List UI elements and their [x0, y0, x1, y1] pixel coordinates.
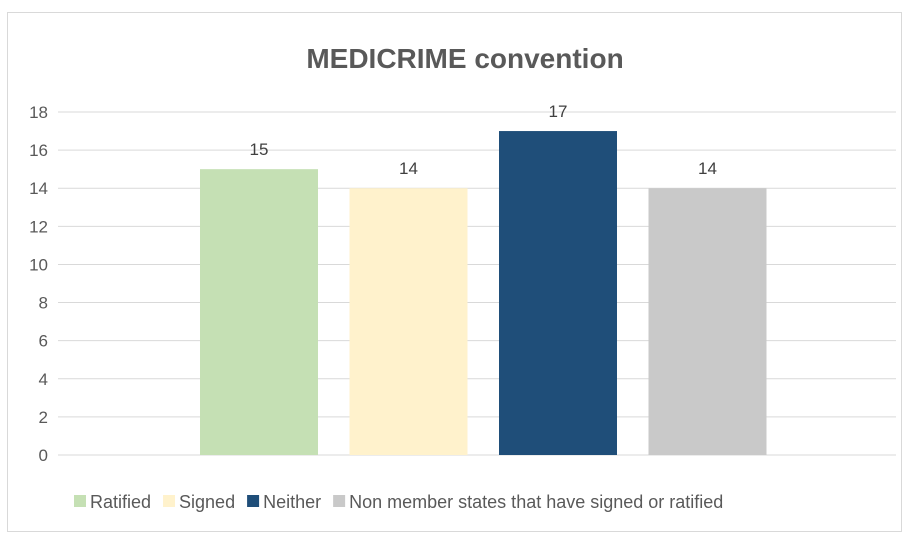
y-tick-label: 16 — [29, 141, 48, 160]
data-label: 14 — [399, 159, 418, 178]
y-tick-label: 0 — [39, 446, 48, 465]
y-tick-label: 8 — [39, 294, 48, 313]
y-tick-label: 6 — [39, 332, 48, 351]
legend: Ratified Signed Neither Non member states t… — [74, 492, 723, 512]
y-axis: 0 2 4 6 8 10 12 14 16 18 — [29, 103, 48, 465]
data-labels: 15 14 17 14 — [250, 102, 717, 178]
bars — [200, 131, 767, 456]
legend-swatch — [74, 495, 86, 507]
bar-1 — [200, 169, 318, 455]
y-tick-label: 2 — [39, 408, 48, 427]
legend-label: Ratified — [90, 492, 151, 512]
y-tick-label: 12 — [29, 217, 48, 236]
data-label: 14 — [698, 159, 717, 178]
legend-label: Non member states that have signed or ra… — [349, 492, 723, 512]
legend-swatch — [333, 495, 346, 507]
gridlines — [58, 111, 896, 456]
legend-swatch — [247, 495, 260, 507]
y-tick-label: 4 — [39, 370, 48, 389]
bar-2 — [349, 188, 468, 455]
y-tick-label: 18 — [29, 103, 48, 122]
legend-label: Signed — [179, 492, 235, 512]
y-tick-label: 14 — [29, 179, 48, 198]
legend-swatch — [163, 495, 176, 507]
chart-title: MEDICRIME convention — [306, 43, 623, 74]
data-label: 15 — [250, 140, 269, 159]
legend-label: Neither — [263, 492, 321, 512]
data-label: 17 — [549, 102, 568, 121]
bar-3 — [499, 131, 617, 456]
y-tick-label: 10 — [29, 255, 48, 274]
bar-4 — [648, 188, 767, 455]
